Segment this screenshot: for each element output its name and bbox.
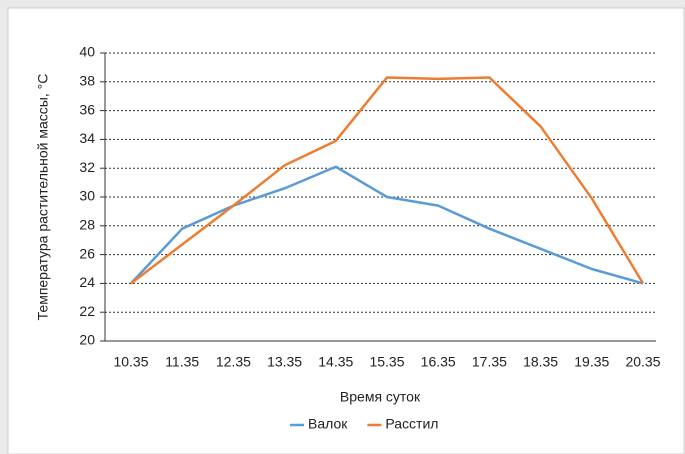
legend-label: Валок (308, 416, 348, 432)
y-tick-label: 26 (79, 245, 95, 261)
x-tick-label: 10.35 (113, 354, 148, 370)
y-tick-label: 20 (79, 332, 95, 348)
y-tick-label: 34 (79, 130, 95, 146)
y-tick-label: 28 (79, 217, 95, 233)
x-tick-label: 18.35 (523, 354, 558, 370)
x-tick-label: 13.35 (267, 354, 302, 370)
x-tick-label: 17.35 (472, 354, 507, 370)
y-tick-label: 30 (79, 188, 95, 204)
x-tick-label: 11.35 (165, 354, 199, 370)
y-tick-label: 38 (79, 73, 95, 89)
y-tick-label: 32 (79, 159, 95, 175)
x-tick-label: 20.35 (625, 354, 660, 370)
y-tick-label: 40 (79, 44, 95, 60)
series-line (130, 76, 645, 285)
x-tick-label: 16.35 (421, 354, 456, 370)
chart-panel (7, 7, 685, 454)
x-tick-label: 12.35 (216, 354, 251, 370)
legend-label: Расстил (385, 416, 438, 432)
y-axis-label: Температура растительной массы, °С (35, 74, 51, 321)
x-tick-label: 19.35 (574, 354, 609, 370)
series-line (130, 165, 644, 285)
x-tick-label: 14.35 (318, 354, 353, 370)
y-tick-label: 24 (79, 274, 95, 290)
y-tick-label: 22 (79, 303, 95, 319)
y-tick-label: 36 (79, 101, 95, 117)
x-tick-label: 15.35 (369, 354, 404, 370)
x-axis-label: Время суток (340, 389, 421, 405)
